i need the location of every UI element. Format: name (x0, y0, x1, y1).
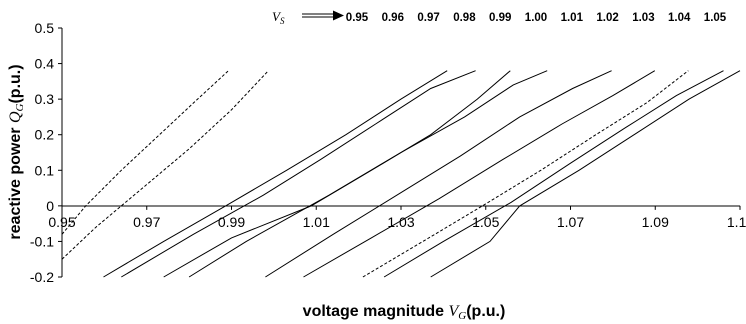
y-tick-label: 0.3 (35, 91, 55, 107)
y-axis-title: reactive power QG(p.u.) (7, 64, 26, 239)
series-line-0.96 (61, 70, 269, 260)
plot-area: -0.2 -0.1 0 0.1 0.2 0.3 0.4 0.5 0.95 0.97 0.99 1.0… (30, 12, 746, 285)
y-ticks: -0.2 -0.1 0 0.1 0.2 0.3 0.4 0.5 (30, 20, 62, 285)
x-tick-label: 1.03 (387, 214, 414, 230)
y-tick-label: -0.2 (30, 269, 54, 285)
x-tick-label: 0.95 (48, 214, 75, 230)
series-label-0.97: 0.97 (417, 12, 439, 24)
series-labels: 0.95 0.96 0.97 0.98 0.99 1.00 1.01 1.02 1.03 1.04… (346, 12, 727, 24)
series-label-0.95: 0.95 (346, 12, 369, 24)
x-ticks: 0.95 0.97 0.99 1.01 1.03 1.05 1.07 1.09 1.11 (48, 205, 746, 230)
series-lines (61, 70, 741, 278)
legend-symbol: VS (272, 9, 285, 26)
series-label-1.01: 1.01 (561, 12, 584, 24)
series-label-0.98: 0.98 (453, 12, 476, 24)
series-line-1.02 (303, 70, 656, 278)
legend-arrow-icon (302, 10, 344, 21)
series-line-1.04 (383, 70, 724, 278)
legend-symbol-subscript: S (280, 16, 285, 26)
series-label-0.99: 0.99 (489, 12, 511, 24)
x-axis-title: voltage magnitude VG(p.u.) (303, 303, 506, 322)
x-tick-label: 1.01 (303, 214, 330, 230)
series-label-1.04: 1.04 (668, 12, 691, 24)
y-tick-label: -0.1 (30, 233, 54, 249)
y-tick-label: 0.4 (35, 56, 55, 72)
y-axis-title-text: reactive power (7, 128, 24, 240)
series-line-1.03 (362, 70, 689, 278)
x-tick-label: 1.09 (642, 214, 669, 230)
series-line-1.05 (430, 70, 741, 278)
series-label-1.00: 1.00 (525, 12, 547, 24)
series-line-1.00 (188, 70, 548, 278)
legend-symbol-letter: V (272, 9, 282, 24)
y-tick-label: 0.2 (35, 127, 55, 143)
x-tick-label: 0.99 (218, 214, 245, 230)
x-axis-title-subscript: G (458, 310, 466, 322)
y-tick-label: 0 (46, 198, 54, 214)
legend-vs: VS (272, 9, 344, 26)
series-label-1.05: 1.05 (704, 12, 727, 24)
series-line-0.95 (61, 70, 229, 235)
series-label-0.96: 0.96 (382, 12, 404, 24)
series-line-1.01 (265, 70, 612, 278)
series-label-1.03: 1.03 (632, 12, 654, 24)
y-axis-title-unit: (p.u.) (7, 64, 24, 103)
x-axis-title-unit: (p.u.) (466, 303, 505, 320)
y-tick-label: 0.1 (35, 162, 55, 178)
series-label-1.02: 1.02 (596, 12, 618, 24)
series-line-0.97 (103, 70, 448, 278)
x-axis-title-symbol: V (448, 303, 460, 320)
y-axis-title-symbol: Q (7, 111, 24, 123)
y-axis-title-subscript: G (14, 103, 26, 111)
series-line-0.98 (121, 70, 476, 278)
x-axis-title-text: voltage magnitude (303, 303, 444, 320)
x-tick-label: 1.05 (472, 214, 499, 230)
x-tick-label: 1.11 (727, 214, 746, 230)
y-tick-label: 0.5 (35, 20, 55, 36)
x-tick-label: 1.07 (557, 214, 584, 230)
series-line-0.99 (163, 70, 511, 278)
x-tick-label: 0.97 (133, 214, 160, 230)
